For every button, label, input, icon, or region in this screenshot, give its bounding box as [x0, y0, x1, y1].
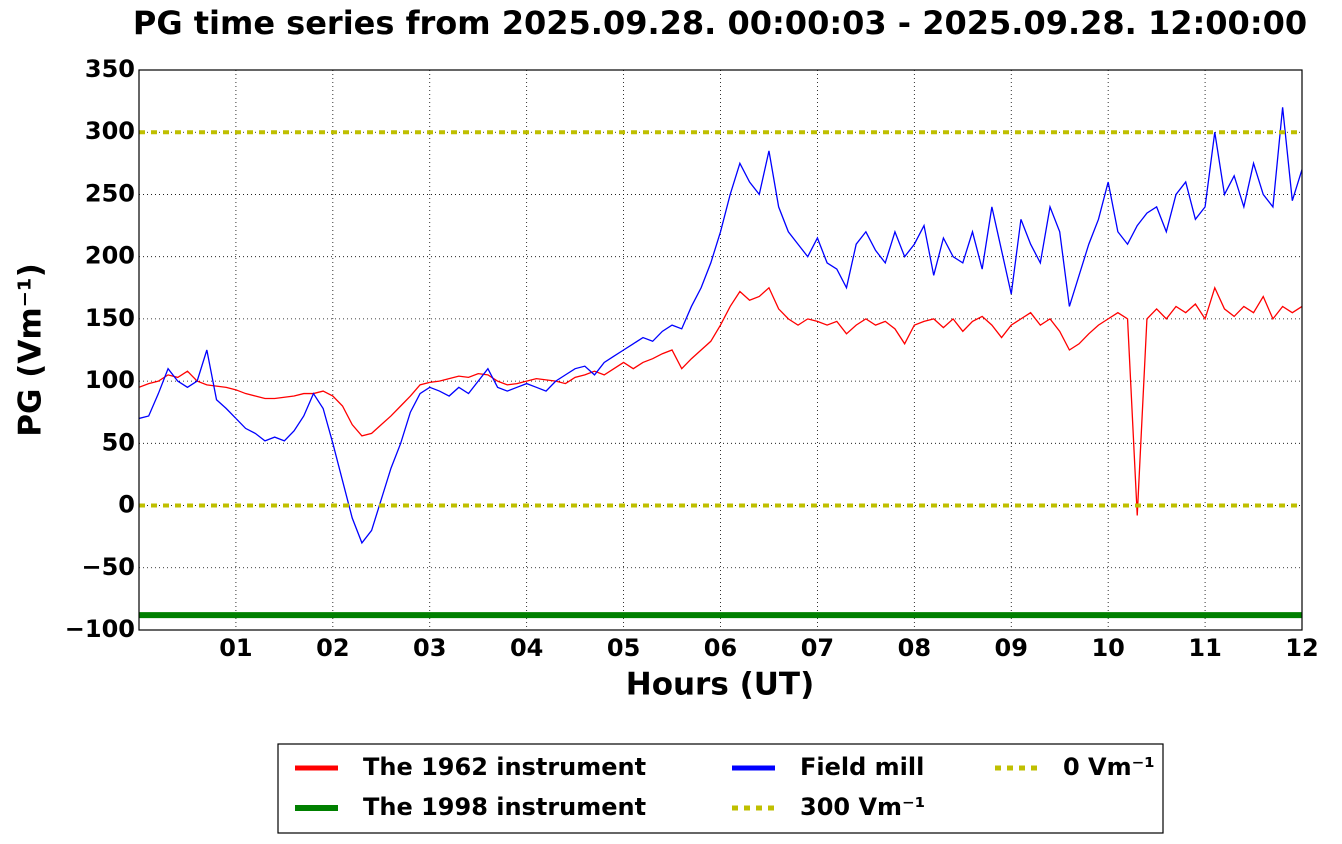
y-tick-label: 50	[102, 428, 135, 456]
y-tick-label: 300	[85, 117, 135, 145]
x-tick-label: 11	[1188, 634, 1221, 662]
x-tick-label: 08	[898, 634, 931, 662]
x-tick-label: 07	[801, 634, 834, 662]
x-tick-label: 03	[413, 634, 446, 662]
legend-label: Field mill	[800, 753, 924, 781]
legend-box	[277, 743, 1164, 834]
y-tick-label: 0	[118, 491, 135, 519]
y-tick-label: −100	[65, 615, 135, 643]
y-tick-label: 150	[85, 304, 135, 332]
x-tick-label: 05	[607, 634, 640, 662]
y-tick-label: 100	[85, 366, 135, 394]
x-tick-label: 09	[995, 634, 1028, 662]
x-tick-label: 04	[510, 634, 543, 662]
x-axis-label: Hours (UT)	[626, 667, 815, 703]
y-tick-label: 250	[85, 179, 135, 207]
x-tick-label: 06	[704, 634, 737, 662]
legend-label: 0 Vm⁻¹	[1063, 753, 1155, 781]
series-line	[139, 285, 1302, 516]
legend-label: The 1962 instrument	[363, 753, 646, 781]
x-tick-label: 10	[1091, 634, 1124, 662]
y-axis-label: PG (Vm⁻¹)	[13, 263, 49, 437]
legend-label: 300 Vm⁻¹	[800, 793, 925, 821]
y-tick-label: −50	[81, 553, 135, 581]
plot-frame	[138, 69, 1303, 631]
series-line	[139, 107, 1302, 545]
x-tick-label: 02	[316, 634, 349, 662]
y-tick-label: 200	[85, 242, 135, 270]
y-tick-label: 350	[85, 55, 135, 83]
x-tick-label: 12	[1285, 634, 1318, 662]
legend-label: The 1998 instrument	[363, 793, 646, 821]
chart-title: PG time series from 2025.09.28. 00:00:03…	[133, 4, 1307, 42]
x-tick-label: 01	[219, 634, 252, 662]
